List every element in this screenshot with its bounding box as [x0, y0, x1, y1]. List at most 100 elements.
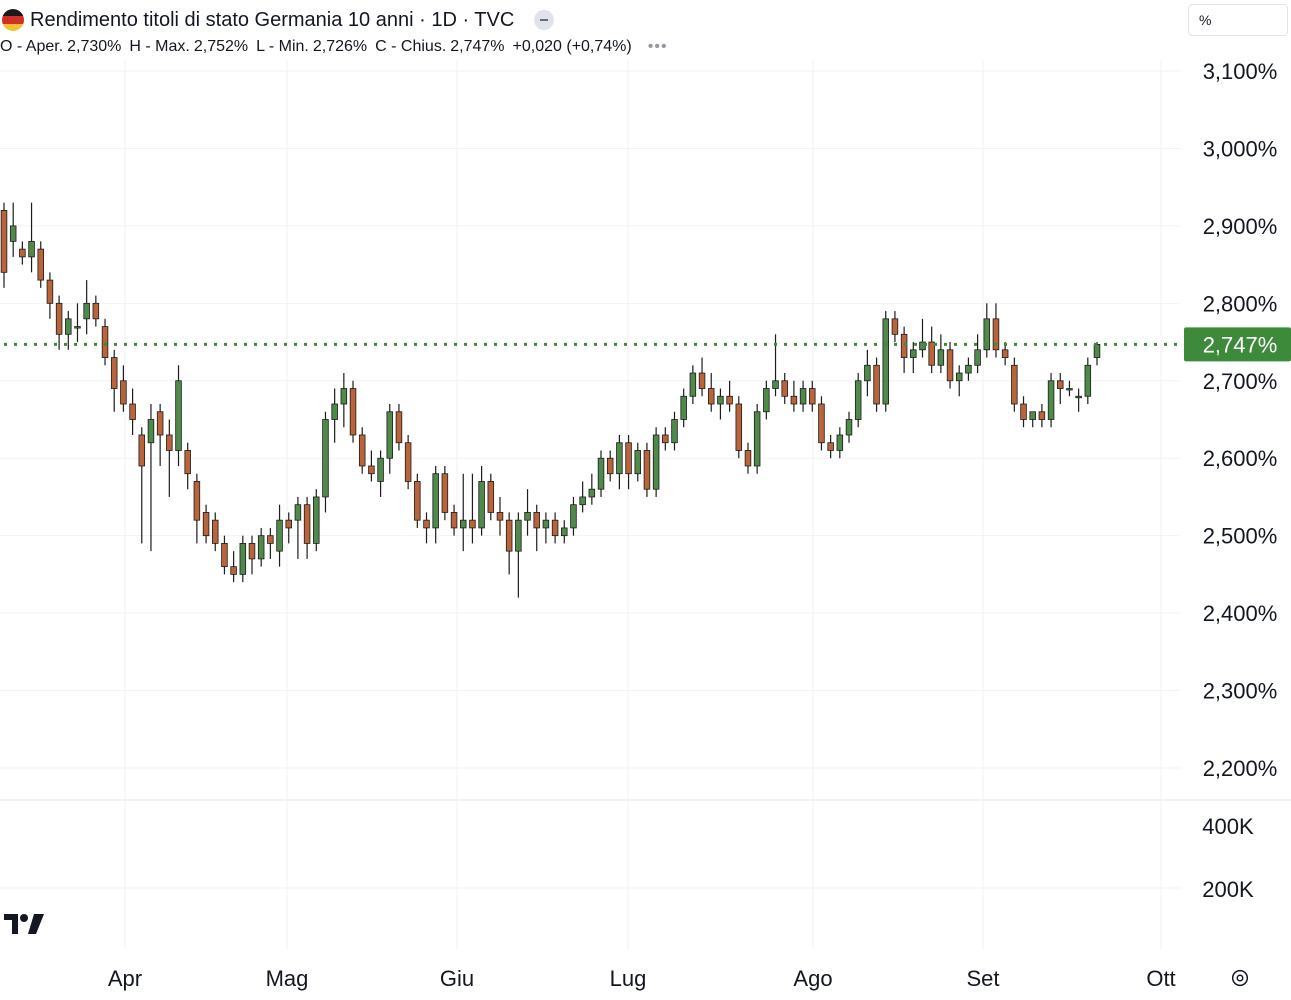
candle [928, 326, 935, 374]
candle [726, 380, 733, 412]
candle-body [285, 519, 292, 529]
candle-body [166, 434, 173, 451]
candle [1011, 357, 1018, 412]
candle [386, 404, 394, 474]
candle-body [9, 225, 17, 242]
candle-body [248, 543, 256, 560]
candle-body [386, 411, 394, 459]
candle [184, 442, 191, 490]
candle [368, 450, 375, 482]
symbol-title[interactable]: Rendimento titoli di stato Germania 10 a… [30, 8, 515, 31]
candle [1084, 357, 1092, 405]
candle [854, 373, 862, 428]
candle-body [625, 442, 632, 475]
candle [322, 411, 329, 513]
candle [294, 496, 302, 559]
candle-body [423, 519, 430, 529]
candle [212, 512, 219, 552]
candle [662, 427, 669, 451]
candle-body [818, 403, 825, 444]
candle [983, 303, 991, 358]
more-dots-icon[interactable]: ••• [647, 38, 668, 55]
candle-body [1020, 403, 1027, 420]
candle-body [744, 450, 752, 467]
candle [404, 434, 412, 490]
high-label: H - Max. [129, 38, 190, 55]
candle [65, 311, 72, 350]
candle [257, 527, 265, 567]
candle [459, 473, 467, 552]
unit-button[interactable]: % [1188, 4, 1288, 36]
candle [542, 512, 550, 544]
candle-body [478, 481, 485, 529]
y-tick-label: 2,800% [1203, 291, 1278, 316]
settings-icon[interactable] [1229, 967, 1251, 989]
candle-body [469, 519, 476, 529]
candle [753, 404, 761, 474]
candle [166, 419, 173, 497]
candle [414, 473, 421, 528]
change-value: +0,020 (+0,74%) [512, 38, 632, 55]
candle-body [322, 419, 329, 498]
candle [1038, 404, 1046, 428]
candle [303, 496, 311, 559]
candle-body [634, 450, 642, 475]
candle-body [83, 302, 90, 320]
candle [763, 380, 770, 420]
candle [524, 489, 531, 536]
candle [882, 311, 889, 412]
candle [441, 465, 449, 521]
candle-body [882, 318, 889, 405]
candle-body [597, 457, 605, 490]
low-label: L - Min. [256, 38, 309, 55]
candle-body [331, 403, 338, 420]
candle-body [561, 527, 568, 537]
candle [1020, 396, 1027, 428]
candle-body [432, 473, 439, 529]
candle-body [845, 419, 853, 436]
candle [809, 380, 816, 412]
minus-icon[interactable] [534, 10, 555, 30]
candle [349, 380, 357, 443]
y-tick-label: 3,100% [1203, 59, 1278, 84]
high-value: 2,752% [193, 38, 249, 55]
candle-body [1011, 364, 1018, 405]
candle-body [515, 519, 522, 552]
candle-body [19, 248, 26, 258]
volume-tick-label: 400K [1202, 814, 1254, 839]
y-tick-label: 2,900% [1203, 214, 1278, 239]
y-axis[interactable]: 3,100% 3,000% 2,900% 2,800% 2,700% 2,600% 2,50… [1203, 59, 1278, 781]
candle-body [551, 519, 559, 537]
candle-body [891, 318, 899, 335]
candle-body [662, 434, 669, 444]
candle [671, 411, 678, 451]
candle-body [37, 248, 44, 281]
candle-body [726, 395, 733, 405]
candle-body [772, 380, 779, 389]
candle [267, 527, 274, 559]
x-tick-label: Apr [108, 966, 142, 991]
x-axis[interactable]: Apr Mag Giu Lug Ago Set Ott [108, 966, 1176, 991]
open-value: 2,730% [67, 38, 122, 55]
candle-body [74, 326, 81, 329]
germany-flag-icon [2, 9, 24, 31]
x-tick-label: Ago [793, 966, 832, 991]
candle-body [616, 442, 623, 475]
candle [799, 380, 807, 412]
tradingview-logo-icon[interactable] [4, 910, 48, 938]
candle-body [946, 349, 954, 382]
candle-body [1047, 380, 1055, 420]
candle [625, 434, 632, 490]
candle-body [910, 349, 917, 358]
current-price-label: 2,747% [1184, 327, 1291, 362]
candle-body [1029, 411, 1036, 420]
candle-body [606, 457, 614, 475]
y-tick-label: 2,500% [1203, 524, 1278, 549]
candle-body [138, 434, 146, 467]
low-value: 2,726% [312, 38, 368, 55]
candle-body [276, 519, 283, 552]
candle [221, 535, 228, 575]
x-tick-label: Mag [266, 966, 309, 991]
candle [698, 357, 706, 397]
